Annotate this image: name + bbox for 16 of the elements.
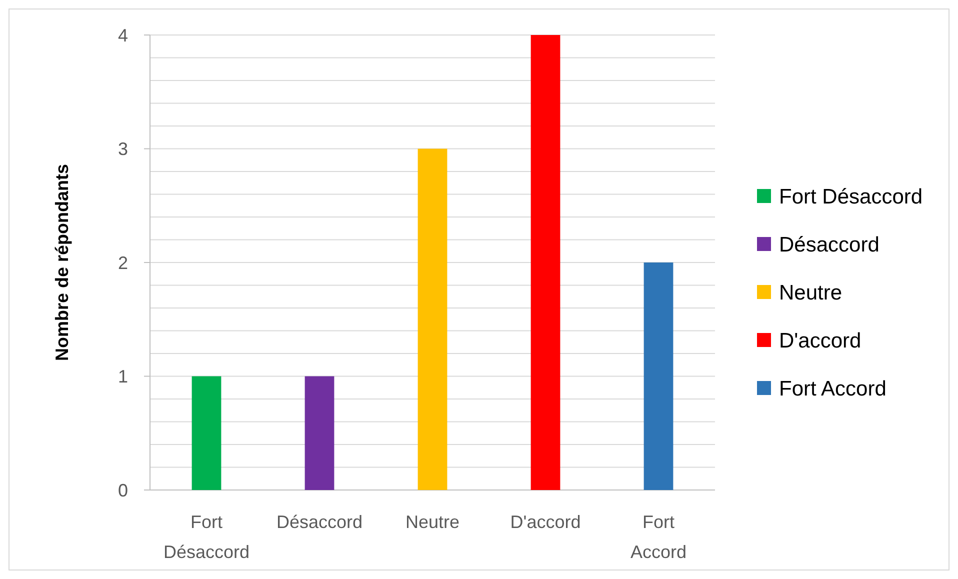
y-tick-label: 2	[118, 252, 128, 273]
legend-label: Fort Désaccord	[779, 185, 923, 208]
y-tick-label: 0	[118, 480, 128, 500]
legend-label: Désaccord	[779, 233, 880, 256]
x-tick-label: D'accord	[510, 512, 581, 532]
y-tick-label: 4	[118, 25, 128, 46]
x-tick-label: Fort Désaccord	[163, 512, 250, 562]
legend-label: Neutre	[779, 281, 842, 304]
legend-label: Fort Accord	[779, 377, 886, 400]
x-tick-label: Désaccord	[276, 512, 363, 532]
y-axis-title: Nombre de répondants	[52, 164, 72, 362]
y-tick-label: 3	[118, 139, 128, 160]
x-tick-label: Fort Accord	[630, 512, 687, 562]
x-tick-label: Neutre	[405, 512, 460, 532]
legend-label: D'accord	[779, 329, 862, 352]
y-tick-label: 1	[118, 366, 128, 387]
